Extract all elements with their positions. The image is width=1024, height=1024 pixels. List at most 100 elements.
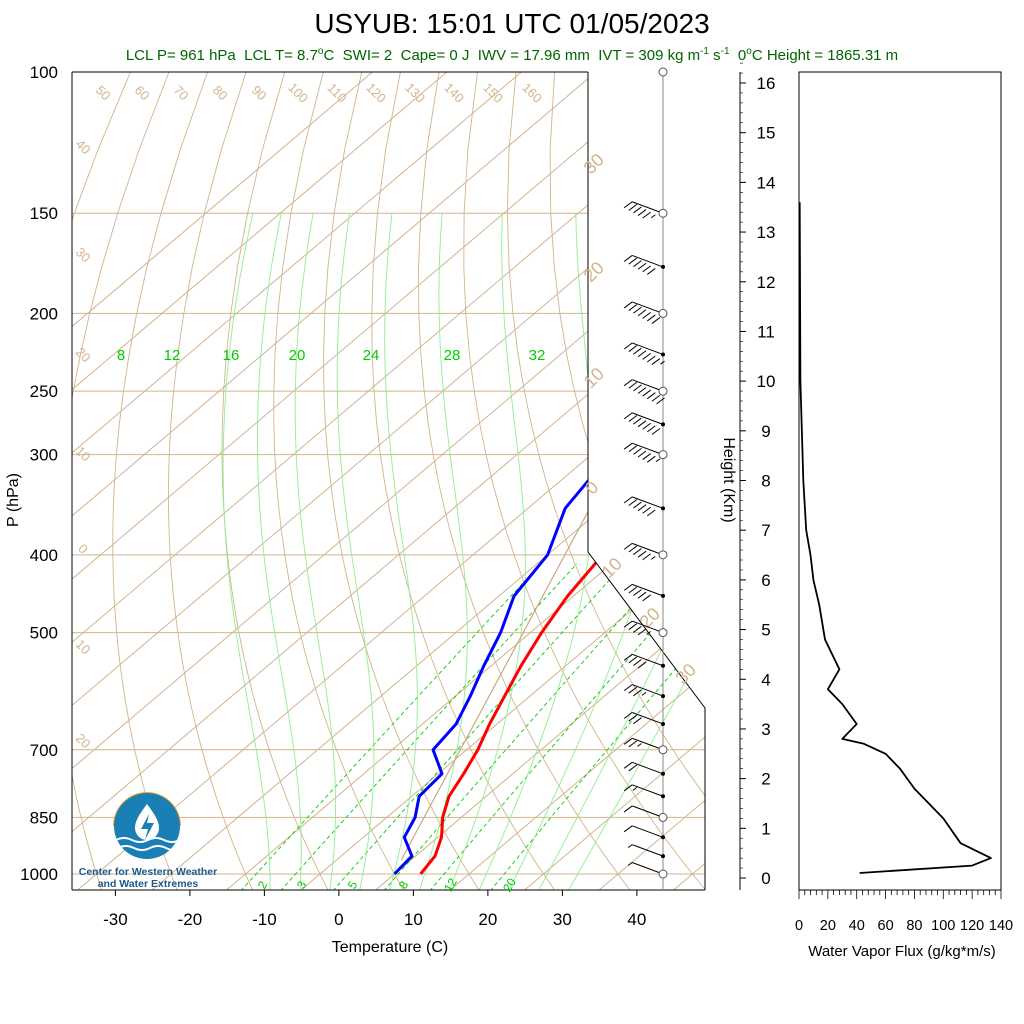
barb-flag (633, 625, 642, 633)
barb-level-marker (658, 628, 668, 638)
isotherm-line (72, 72, 671, 580)
dry-adiabat-line (506, 72, 705, 797)
dry-adiabat-line (72, 72, 170, 890)
isotherm-line (72, 105, 705, 643)
logo-caption: Center for Western Weather and Water Ext… (68, 866, 228, 890)
parcel-trace (400, 336, 705, 861)
moist-adiabat-line (336, 213, 375, 890)
barb-flag (623, 379, 633, 387)
barb-staff (632, 844, 664, 857)
barb-flag (623, 301, 633, 309)
barb-flag (633, 260, 642, 268)
height-tick-label: 7 (761, 521, 770, 540)
barb-flag (623, 684, 633, 692)
isotherm-line (72, 72, 597, 517)
left-tan-label: 40 (73, 136, 94, 157)
isotherm-top-label: 100 (285, 80, 311, 106)
barb-flag (623, 442, 633, 450)
dry-adiabat-line (863, 72, 1024, 891)
flux-frame (739, 71, 1002, 891)
pressure-tick-label: 700 (30, 741, 58, 760)
barb-flag (623, 201, 633, 209)
left-tan-label: 20 (73, 344, 94, 365)
barb-flag (623, 412, 633, 420)
barb-flag (633, 384, 642, 392)
height-tick-label: 5 (761, 621, 770, 640)
moist-adiabat-line (257, 213, 302, 890)
barb-flag (633, 306, 642, 314)
flux-tick-label: 20 (820, 918, 836, 934)
temperature-tick-label: -10 (252, 910, 277, 929)
barb-flag (623, 784, 633, 792)
flux-panel-border (798, 71, 1002, 891)
dry-adiabat-line (825, 72, 1024, 891)
left-tan-label: 10 (73, 443, 94, 464)
wind-barb (623, 825, 665, 840)
wind-barb (623, 201, 665, 219)
mixing-ratio-label: 2 (255, 878, 271, 891)
barb-level-marker (658, 67, 668, 77)
temperature-tick-label: -20 (178, 910, 203, 929)
logo-wave-1 (115, 837, 181, 843)
temperature-tick-label: -30 (103, 910, 128, 929)
wind-barb (623, 761, 665, 776)
barb-staff (632, 379, 664, 392)
barb-level-marker (658, 869, 668, 879)
left-tan-label: 0 (75, 541, 91, 557)
dry-adiabat-line (418, 72, 631, 890)
isotherm-line (76, 357, 705, 890)
wind-barb (623, 653, 665, 669)
dry-adiabat-line (221, 72, 329, 890)
isotherm-line (72, 231, 705, 770)
mixing-ratio-label: 12 (441, 875, 460, 894)
isotherm-top-label: 140 (441, 80, 467, 106)
mixing-ratio-line (280, 563, 578, 890)
height-tick-label: 16 (757, 74, 776, 93)
barb-staff (632, 254, 664, 268)
height-tick-label: 1 (761, 819, 770, 838)
barb-level-marker (658, 208, 668, 218)
ivt-value: IVT = 309 kg m-1 s-1 (598, 46, 730, 64)
barb-halfflag (650, 555, 656, 560)
barb-flag (633, 589, 642, 597)
dry-adiabat-line (168, 72, 254, 890)
pressure-tick-label: 100 (30, 63, 58, 82)
height-tick-label: 11 (757, 322, 775, 341)
isotherm-line (72, 294, 705, 833)
barb-flag (623, 542, 633, 550)
barb-staff (632, 761, 664, 775)
barb-halfflag (627, 862, 633, 866)
barb-flag (633, 548, 642, 555)
moist-adiabat-label: 16 (223, 347, 240, 364)
pressure-tick-label: 500 (30, 624, 58, 643)
height-tick-label: 0 (761, 869, 770, 888)
barb-flag (623, 653, 633, 661)
barb-flag (633, 689, 642, 697)
wind-barb (623, 583, 665, 602)
isotherm-top-label: 90 (249, 82, 270, 103)
barb-level-marker (658, 812, 668, 822)
wind-barb (623, 496, 665, 517)
isotherm-top-label: 150 (480, 80, 506, 106)
height-tick-label: 6 (761, 571, 770, 590)
page-title: USYUB: 15:01 UTC 01/05/2023 (314, 8, 710, 39)
barb-flag (628, 304, 638, 311)
wind-barb (627, 844, 665, 859)
temperature-tick-label: 20 (478, 910, 497, 929)
mixing-ratio-label: 5 (345, 878, 361, 891)
wind-barb (623, 684, 665, 699)
barb-level-marker (658, 450, 668, 460)
isotherm-top-label: 80 (210, 82, 231, 103)
pressure-tick-label: 200 (30, 304, 58, 323)
mixing-ratio-line (429, 569, 705, 890)
barb-halfflag (632, 787, 638, 791)
pressure-tick-label: 150 (30, 204, 58, 223)
barb-flag (623, 825, 633, 833)
barb-flag (623, 584, 633, 591)
moist-adiabat-label: 20 (289, 347, 306, 364)
mixing-ratio-label: 20 (500, 875, 519, 894)
temperature-tick-label: 40 (627, 910, 646, 929)
barb-flag (656, 397, 665, 405)
barb-staff (632, 496, 664, 509)
